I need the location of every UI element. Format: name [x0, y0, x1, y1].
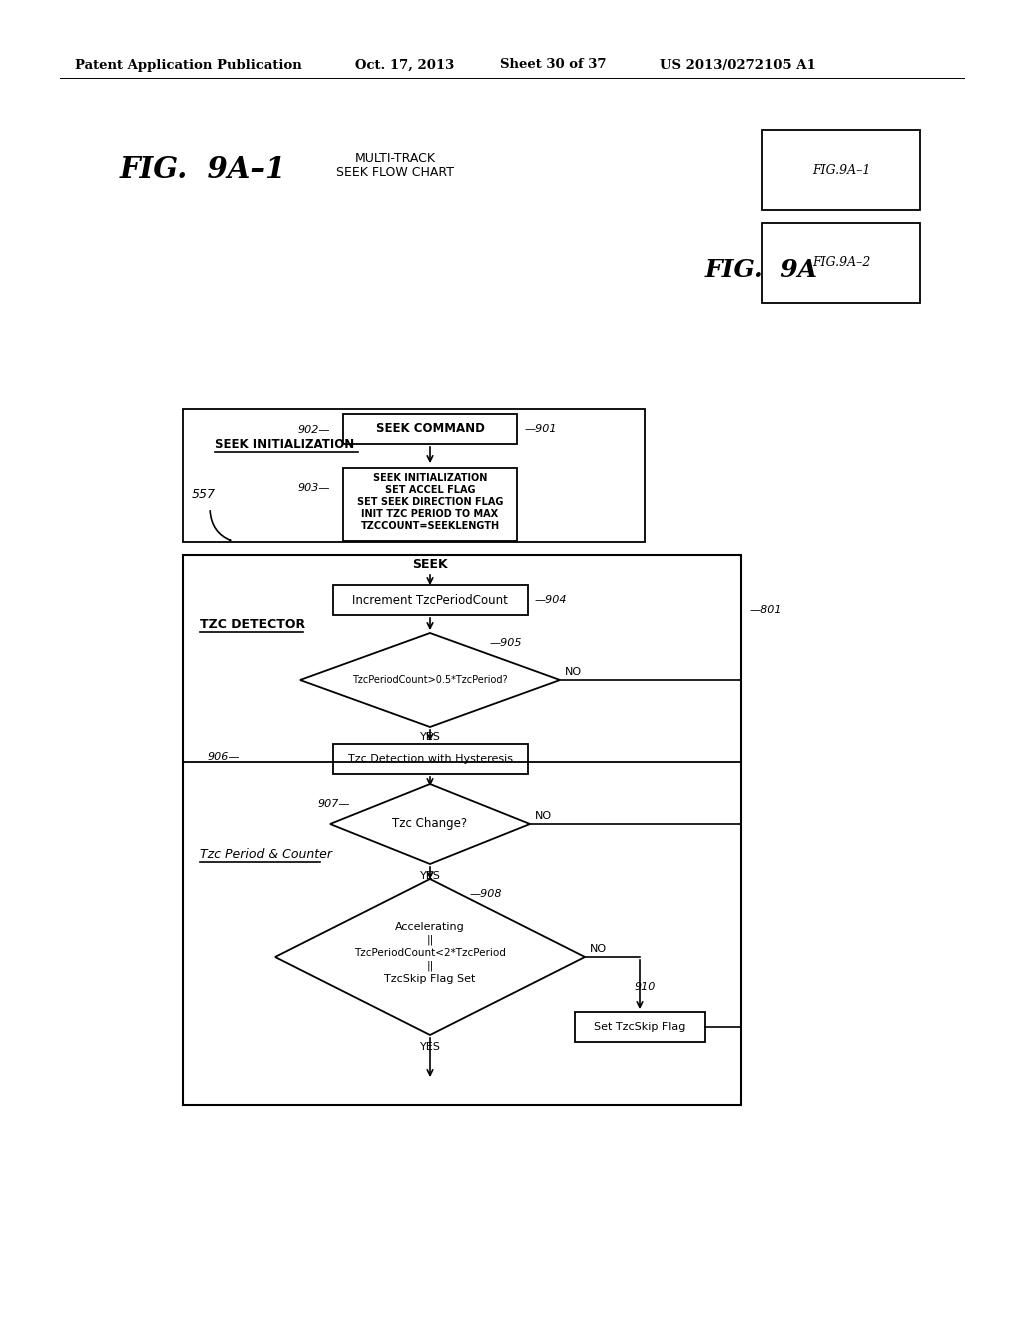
Text: —901: —901 [525, 424, 557, 434]
Text: SET ACCEL FLAG: SET ACCEL FLAG [385, 484, 475, 495]
Text: FIG.  9A: FIG. 9A [705, 257, 818, 282]
Text: NO: NO [590, 944, 607, 954]
Text: 907—: 907— [317, 799, 350, 809]
Text: 903—: 903— [298, 483, 330, 492]
Text: TZCCOUNT=SEEKLENGTH: TZCCOUNT=SEEKLENGTH [360, 521, 500, 531]
Bar [333, 744, 528, 774]
Text: YES: YES [420, 733, 440, 742]
Text: Tzc Period & Counter: Tzc Period & Counter [200, 847, 332, 861]
Text: Oct. 17, 2013: Oct. 17, 2013 [355, 58, 455, 71]
Text: FIG.9A–2: FIG.9A–2 [812, 256, 870, 269]
Bar [333, 585, 528, 615]
Polygon shape [300, 634, 560, 727]
Text: 902—: 902— [298, 425, 330, 436]
Text: —801: —801 [750, 605, 782, 615]
Text: SEEK INITIALIZATION: SEEK INITIALIZATION [215, 438, 354, 451]
Text: TzcSkip Flag Set: TzcSkip Flag Set [384, 974, 476, 983]
Text: 557: 557 [193, 487, 216, 500]
Polygon shape [275, 879, 585, 1035]
Text: SET SEEK DIRECTION FLAG: SET SEEK DIRECTION FLAG [356, 498, 503, 507]
Text: INIT TZC PERIOD TO MAX: INIT TZC PERIOD TO MAX [361, 510, 499, 519]
Text: —908: —908 [470, 888, 503, 899]
Bar [762, 223, 920, 304]
Text: SEEK INITIALIZATION: SEEK INITIALIZATION [373, 473, 487, 483]
Text: ||: || [426, 961, 433, 972]
Text: TZC DETECTOR: TZC DETECTOR [200, 619, 305, 631]
Text: TzcPeriodCount<2*TzcPeriod: TzcPeriodCount<2*TzcPeriod [354, 948, 506, 958]
Text: ||: || [426, 935, 433, 945]
Bar [343, 469, 517, 541]
Text: Patent Application Publication: Patent Application Publication [75, 58, 302, 71]
Text: NO: NO [565, 667, 582, 677]
Text: SEEK FLOW CHART: SEEK FLOW CHART [336, 165, 454, 178]
Text: Tzc Detection with Hysteresis: Tzc Detection with Hysteresis [347, 754, 512, 764]
Text: 906—: 906— [208, 752, 240, 762]
Bar [575, 1012, 705, 1041]
Bar [183, 554, 741, 1105]
Text: FIG.  9A–1: FIG. 9A–1 [120, 156, 287, 185]
Polygon shape [330, 784, 530, 865]
Text: YES: YES [420, 871, 440, 880]
Bar [762, 129, 920, 210]
Bar [343, 414, 517, 444]
Text: US 2013/0272105 A1: US 2013/0272105 A1 [660, 58, 816, 71]
Text: TzcPeriodCount>0.5*TzcPeriod?: TzcPeriodCount>0.5*TzcPeriod? [352, 675, 508, 685]
Text: Set TzcSkip Flag: Set TzcSkip Flag [594, 1022, 686, 1032]
Text: FIG.9A–1: FIG.9A–1 [812, 164, 870, 177]
Text: Tzc Change?: Tzc Change? [392, 817, 468, 830]
Bar [183, 409, 645, 543]
Text: NO: NO [535, 810, 552, 821]
Text: Sheet 30 of 37: Sheet 30 of 37 [500, 58, 606, 71]
Text: MULTI-TRACK: MULTI-TRACK [354, 152, 435, 165]
Text: Increment TzcPeriodCount: Increment TzcPeriodCount [352, 594, 508, 606]
Text: SEEK COMMAND: SEEK COMMAND [376, 422, 484, 436]
Text: —905: —905 [490, 638, 522, 648]
Text: SEEK: SEEK [413, 557, 447, 570]
FancyArrowPatch shape [210, 511, 230, 540]
Text: Accelerating: Accelerating [395, 921, 465, 932]
Text: —904: —904 [535, 595, 567, 605]
Text: YES: YES [420, 1041, 440, 1052]
Text: 910: 910 [635, 982, 656, 993]
